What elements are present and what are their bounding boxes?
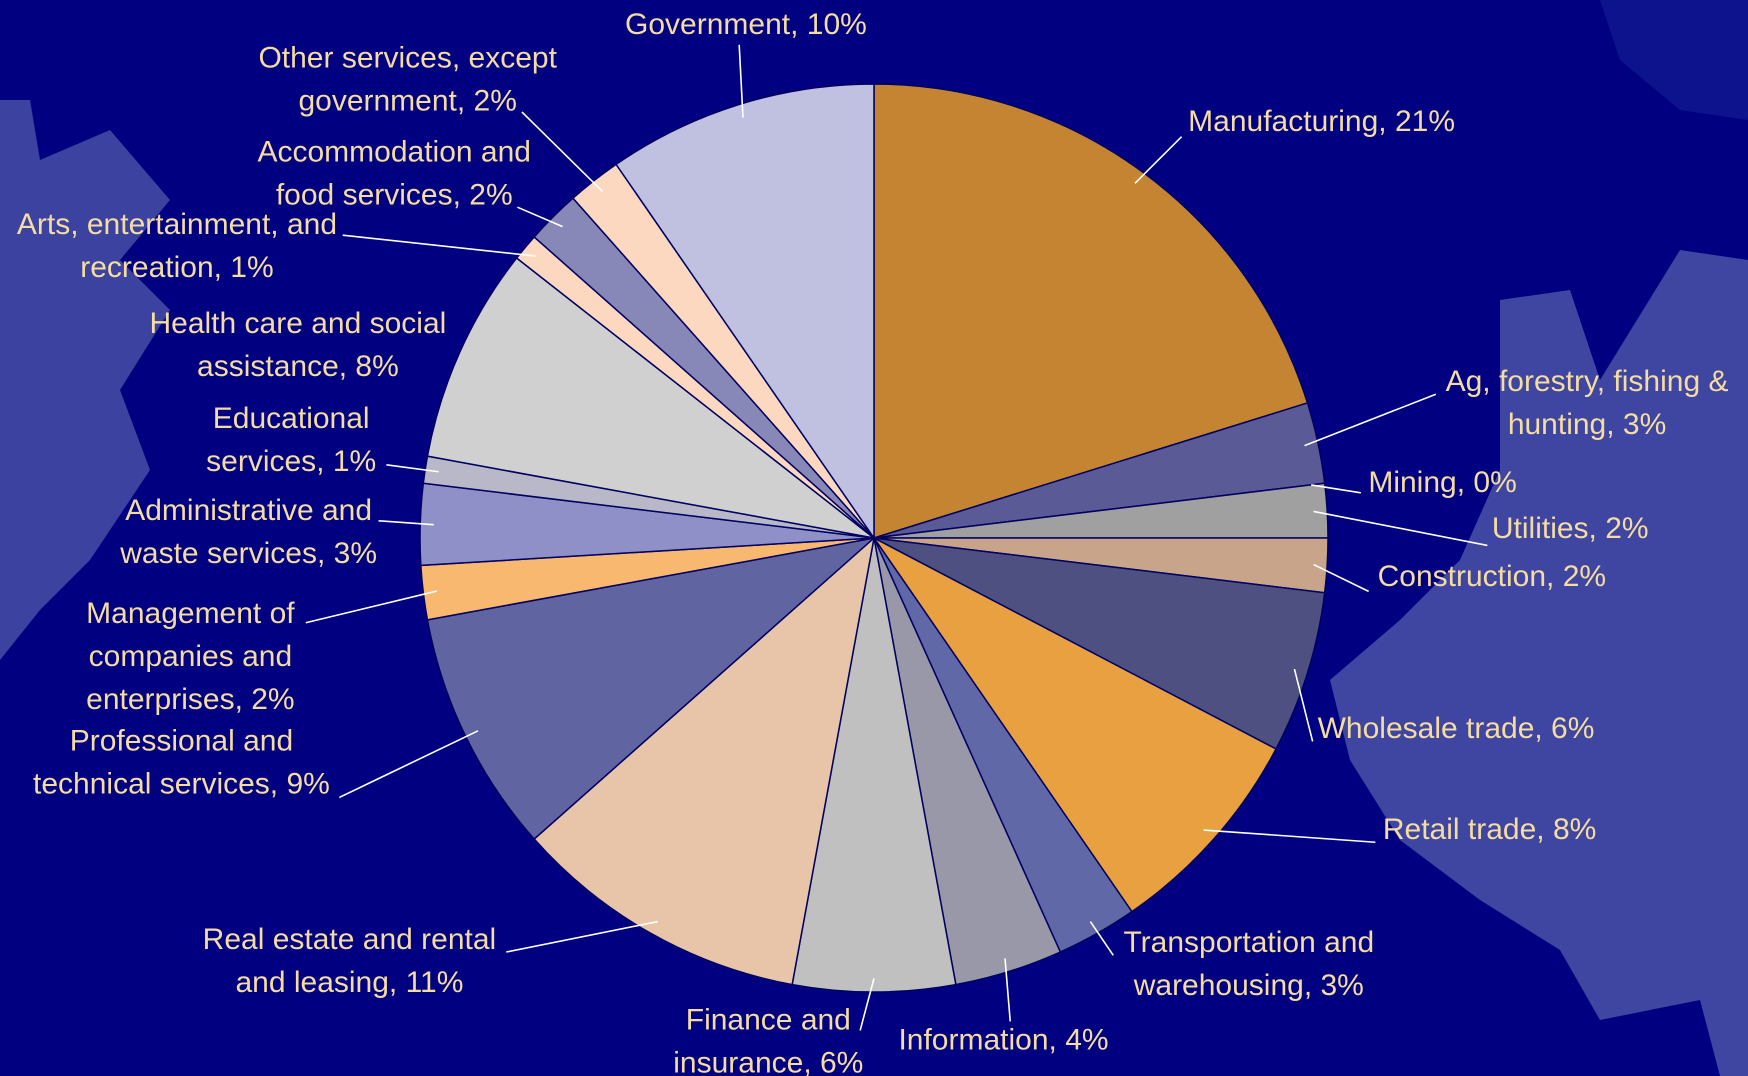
- pie-slice: [533, 535, 876, 986]
- leader-line: [1313, 510, 1488, 547]
- slice-label: Arts, entertainment, and recreation, 1%: [17, 208, 337, 284]
- slice-label: Transportation and warehousing, 3%: [1123, 926, 1374, 1002]
- pie-slice: [873, 537, 1278, 913]
- leader-line: [859, 978, 875, 1031]
- pie-slice: [873, 537, 1326, 750]
- slice-label: Educational services, 1%: [206, 402, 376, 478]
- leader-line: [738, 44, 744, 118]
- leader-line: [1293, 668, 1314, 742]
- leader-line: [1311, 484, 1361, 494]
- slice-label: Other services, except government, 2%: [258, 41, 557, 117]
- slice-label: Government, 10%: [625, 8, 867, 41]
- leader-line: [378, 520, 434, 526]
- leader-line: [305, 590, 438, 624]
- slice-label: Administrative and waste services, 3%: [119, 494, 377, 570]
- gear-decoration: [1600, 0, 1748, 120]
- leader-line: [1004, 958, 1012, 1022]
- pie-slice: [873, 83, 1309, 540]
- slice-label: Professional and technical services, 9%: [33, 724, 330, 800]
- slice-label: Manufacturing, 21%: [1188, 105, 1455, 138]
- slice-label: Finance and insurance, 6%: [673, 1003, 863, 1076]
- slice-label: Health care and social assistance, 8%: [149, 307, 446, 383]
- gear-decoration: [0, 100, 170, 660]
- pie-slice: [615, 83, 875, 541]
- slice-label: Ag, forestry, fishing & hunting, 3%: [1446, 365, 1729, 441]
- gear-decoration: [1330, 250, 1748, 1076]
- slice-label: Information, 4%: [898, 1024, 1108, 1057]
- leader-line: [1203, 829, 1376, 844]
- slice-label: Accommodation and food services, 2%: [257, 135, 531, 211]
- leader-line: [1304, 393, 1437, 447]
- slice-label: Construction, 2%: [1378, 560, 1606, 593]
- leader-line: [386, 464, 439, 473]
- leader-line: [339, 730, 479, 799]
- pie-slice: [791, 537, 957, 993]
- slice-label: Utilities, 2%: [1492, 512, 1649, 545]
- pie-slice: [426, 256, 875, 539]
- leader-line: [517, 206, 563, 228]
- leader-line: [1313, 563, 1369, 593]
- leader-line: [1089, 921, 1114, 956]
- leader-line: [342, 234, 536, 257]
- slice-label: Wholesale trade, 6%: [1318, 712, 1595, 745]
- slice-label: Real estate and rental and leasing, 11%: [203, 923, 497, 999]
- slice-label: Retail trade, 8%: [1383, 813, 1596, 846]
- leader-line: [506, 920, 658, 953]
- leader-line: [521, 111, 603, 192]
- slice-label: Mining, 0%: [1368, 466, 1516, 499]
- slice-label: Management of companies and enterprises, 2…: [86, 597, 295, 716]
- leader-line: [1134, 136, 1183, 184]
